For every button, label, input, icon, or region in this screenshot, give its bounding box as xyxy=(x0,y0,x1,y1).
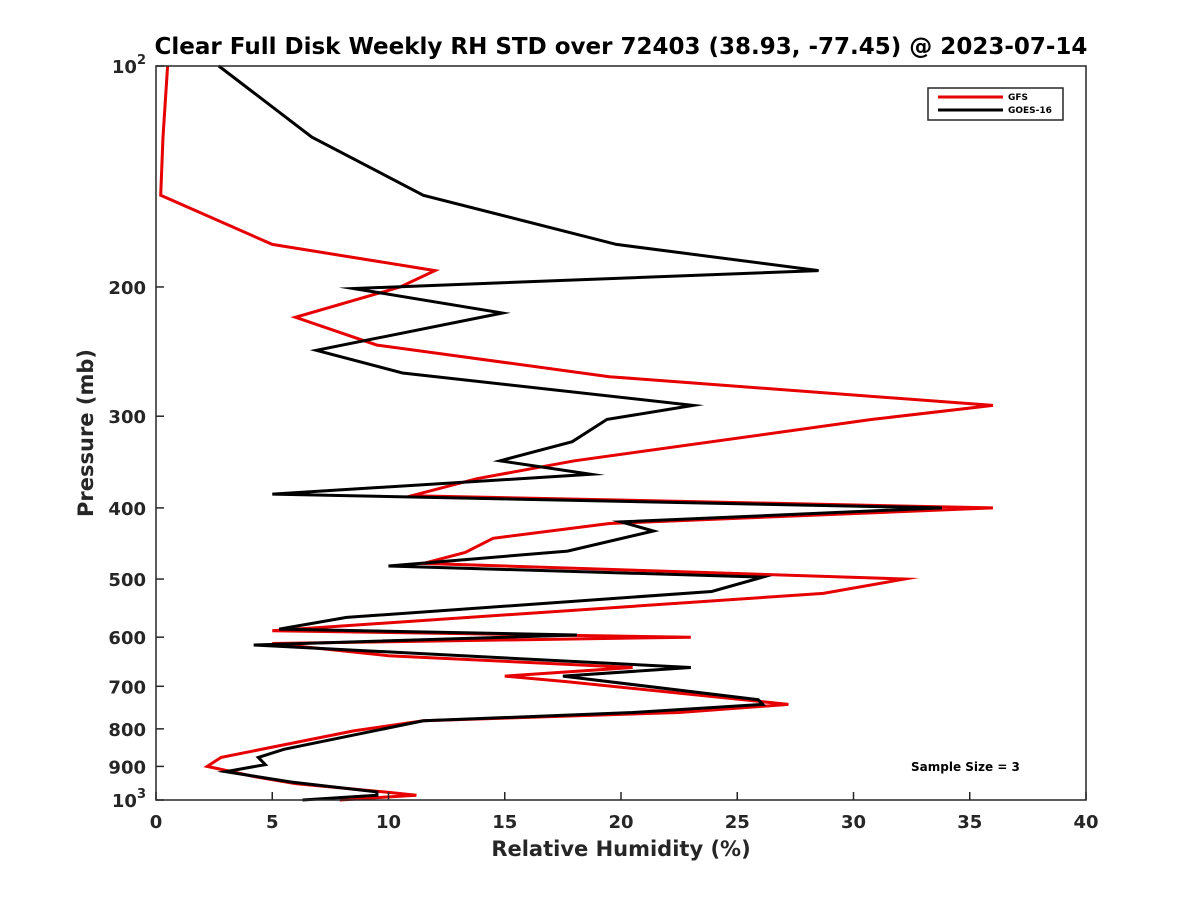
x-tick-label: 35 xyxy=(957,812,982,833)
y-tick-label: 900 xyxy=(108,757,146,778)
sample-size-annotation: Sample Size = 3 xyxy=(911,760,1020,774)
x-tick-label: 20 xyxy=(608,812,633,833)
y-tick-label: 103 xyxy=(112,787,146,812)
series-line-goes16 xyxy=(216,64,942,802)
series-line-gfs xyxy=(159,65,994,802)
y-axis-label: Pressure (mb) xyxy=(74,349,98,517)
x-tick-label: 40 xyxy=(1073,812,1098,833)
x-tick-label: 0 xyxy=(150,812,163,833)
y-tick-label: 102 xyxy=(112,53,146,78)
y-tick-label: 300 xyxy=(108,407,146,428)
y-tick-label: 200 xyxy=(108,278,146,299)
y-tick-label: 400 xyxy=(108,499,146,520)
series-lines xyxy=(159,64,994,802)
legend-label-gfs: GFS xyxy=(1008,93,1028,103)
y-tick-label: 600 xyxy=(108,628,146,649)
y-tick-label: 500 xyxy=(108,570,146,591)
y-tick-label: 700 xyxy=(108,677,146,698)
y-tick-label: 800 xyxy=(108,720,146,741)
legend-box xyxy=(927,87,1064,121)
x-axis-label: Relative Humidity (%) xyxy=(491,837,750,861)
chart-title: Clear Full Disk Weekly RH STD over 72403… xyxy=(155,34,1088,60)
x-tick-label: 25 xyxy=(725,812,750,833)
y-axis-ticks: 102 200 300 400 500 600 700 800 900 103 xyxy=(108,53,164,812)
legend: GFS GOES-16 xyxy=(927,87,1064,121)
legend-label-goes16: GOES-16 xyxy=(1008,106,1052,116)
x-tick-label: 15 xyxy=(492,812,517,833)
x-axis-ticks: 0 5 10 15 20 25 30 35 40 xyxy=(150,792,1099,833)
x-tick-label: 30 xyxy=(841,812,866,833)
plot-area xyxy=(155,65,1087,801)
x-tick-label: 5 xyxy=(266,812,279,833)
x-tick-label: 10 xyxy=(376,812,401,833)
